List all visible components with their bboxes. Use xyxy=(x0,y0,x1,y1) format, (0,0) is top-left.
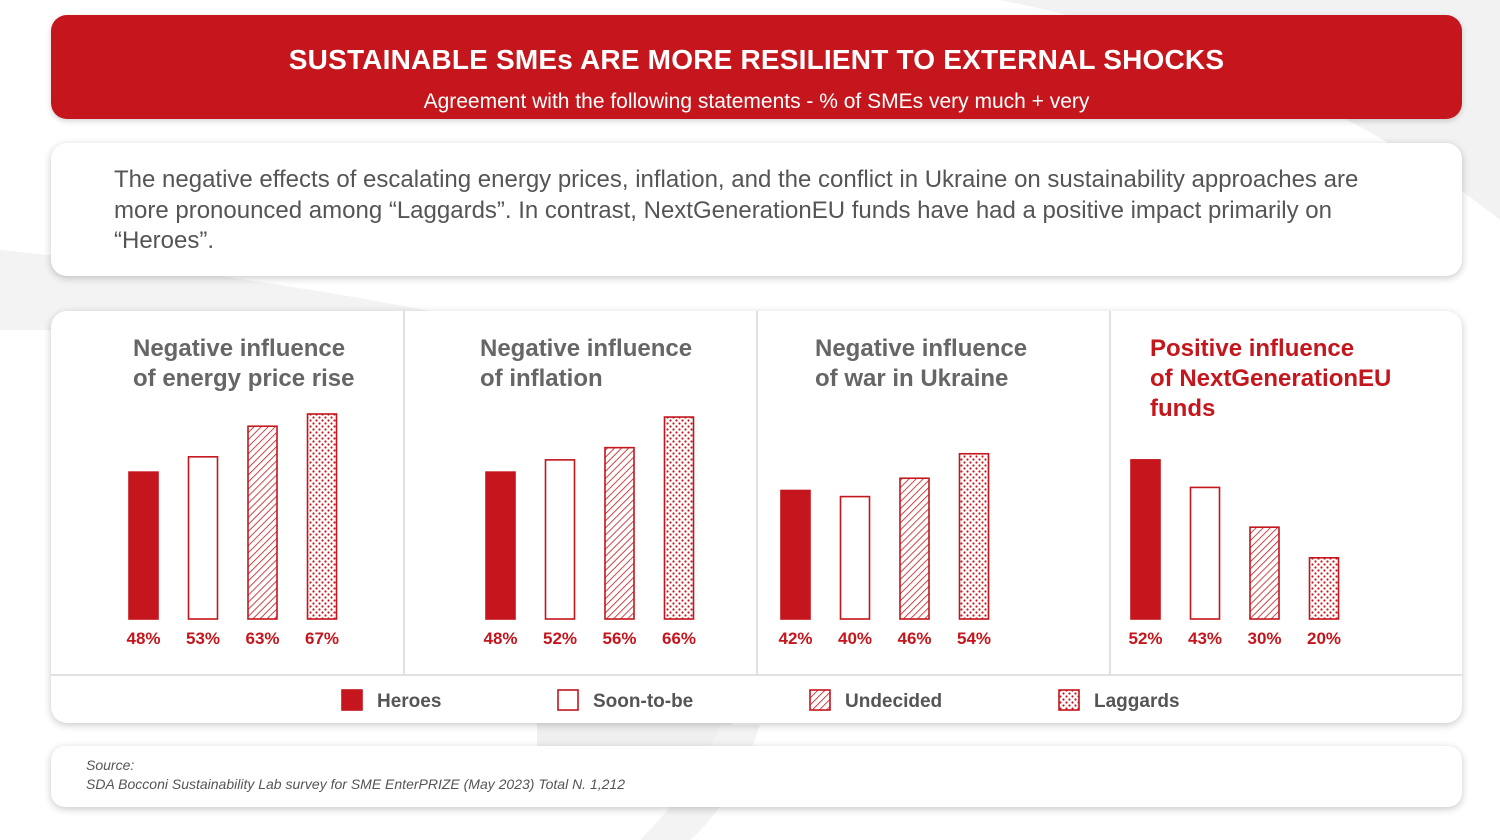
legend-label: Heroes xyxy=(377,691,441,712)
data-label: 42% xyxy=(778,629,812,648)
chart-title-line: Positive influence xyxy=(1150,335,1354,362)
bar-heroes xyxy=(485,471,516,620)
legend-swatch xyxy=(809,689,831,711)
bar-laggards xyxy=(1308,557,1340,620)
data-label: 54% xyxy=(957,629,991,648)
chart-title-line: of war in Ukraine xyxy=(815,365,1008,392)
data-label: 66% xyxy=(662,629,696,648)
page-title: SUSTAINABLE SMEs ARE MORE RESILIENT TO E… xyxy=(288,44,1225,75)
bar-undecided xyxy=(247,425,278,620)
chart-panel-3: Negative influence of war in Ukraine 42% 40… xyxy=(778,335,1027,648)
page-subtitle: Agreement with the following statements … xyxy=(423,90,1090,113)
bar-heroes xyxy=(780,489,811,620)
bar-soon-to-be xyxy=(1189,486,1221,620)
bar-undecided xyxy=(604,446,635,620)
bar-heroes xyxy=(1130,459,1161,620)
bar-undecided xyxy=(1249,526,1280,620)
bar-heroes xyxy=(128,471,159,620)
chart-title-line: Negative influence xyxy=(815,335,1027,362)
data-label: 67% xyxy=(305,629,339,648)
header-banner: SUSTAINABLE SMEs ARE MORE RESILIENT TO E… xyxy=(51,15,1462,119)
bar-soon-to-be xyxy=(187,456,219,620)
legend-item-soon-to-be: Soon-to-be xyxy=(557,689,693,712)
source-card: Source: SDA Bocconi Sustainability Lab s… xyxy=(51,746,1462,807)
data-label: 30% xyxy=(1247,629,1281,648)
data-label: 63% xyxy=(245,629,279,648)
bar-soon-to-be xyxy=(839,495,871,620)
legend-label: Laggards xyxy=(1094,691,1180,712)
legend-swatch xyxy=(341,689,363,711)
bar-soon-to-be xyxy=(544,459,576,620)
legend-item-heroes: Heroes xyxy=(341,689,441,712)
chart-title-line: Negative influence xyxy=(480,335,692,362)
chart-legend: Heroes Soon-to-be Undecided Laggards xyxy=(341,689,1180,712)
chart-title: Negative influence of energy price rise xyxy=(133,335,354,392)
data-label: 53% xyxy=(186,629,220,648)
bar-laggards xyxy=(306,413,338,620)
legend-item-laggards: Laggards xyxy=(1058,689,1180,712)
chart-title-line: of energy price rise xyxy=(133,365,354,392)
bar-undecided xyxy=(899,477,930,620)
chart-panel-4: Positive influence of NextGenerationEU fun… xyxy=(1128,335,1391,648)
source-text: SDA Bocconi Sustainability Lab survey fo… xyxy=(86,776,625,792)
source-label: Source: xyxy=(86,757,135,773)
bar-laggards xyxy=(663,416,695,620)
data-label: 20% xyxy=(1307,629,1341,648)
legend-item-undecided: Undecided xyxy=(809,689,942,712)
data-label: 52% xyxy=(1128,629,1162,648)
legend-swatch xyxy=(1058,689,1080,711)
data-label: 48% xyxy=(126,629,160,648)
legend-label: Soon-to-be xyxy=(593,691,693,712)
data-label: 46% xyxy=(897,629,931,648)
chart-title-line: of inflation xyxy=(480,365,603,392)
chart-card: Negative influence of energy price rise 48… xyxy=(51,311,1462,723)
bar-laggards xyxy=(958,452,990,620)
data-label: 40% xyxy=(838,629,872,648)
legend-swatch xyxy=(557,689,579,711)
intro-text: The negative effects of escalating energ… xyxy=(114,166,1359,254)
panel-dividers xyxy=(51,311,1462,676)
data-label: 56% xyxy=(602,629,636,648)
charts-svg: Negative influence of energy price rise 48… xyxy=(51,311,1462,712)
chart-title: Positive influence of NextGenerationEU fun… xyxy=(1150,335,1391,422)
chart-title: Negative influence of war in Ukraine xyxy=(815,335,1027,392)
chart-title-line: of NextGenerationEU xyxy=(1150,365,1391,392)
data-label: 52% xyxy=(543,629,577,648)
data-label: 48% xyxy=(483,629,517,648)
chart-title-line: Negative influence xyxy=(133,335,345,362)
chart-panel-2: Negative influence of inflation 48% 52% 56% 6… xyxy=(480,335,696,648)
data-label: 43% xyxy=(1188,629,1222,648)
intro-card: The negative effects of escalating energ… xyxy=(51,143,1462,276)
chart-title-line: funds xyxy=(1150,395,1215,422)
chart-panel-1: Negative influence of energy price rise 48… xyxy=(126,335,354,648)
legend-label: Undecided xyxy=(845,691,942,712)
chart-title: Negative influence of inflation xyxy=(480,335,692,392)
